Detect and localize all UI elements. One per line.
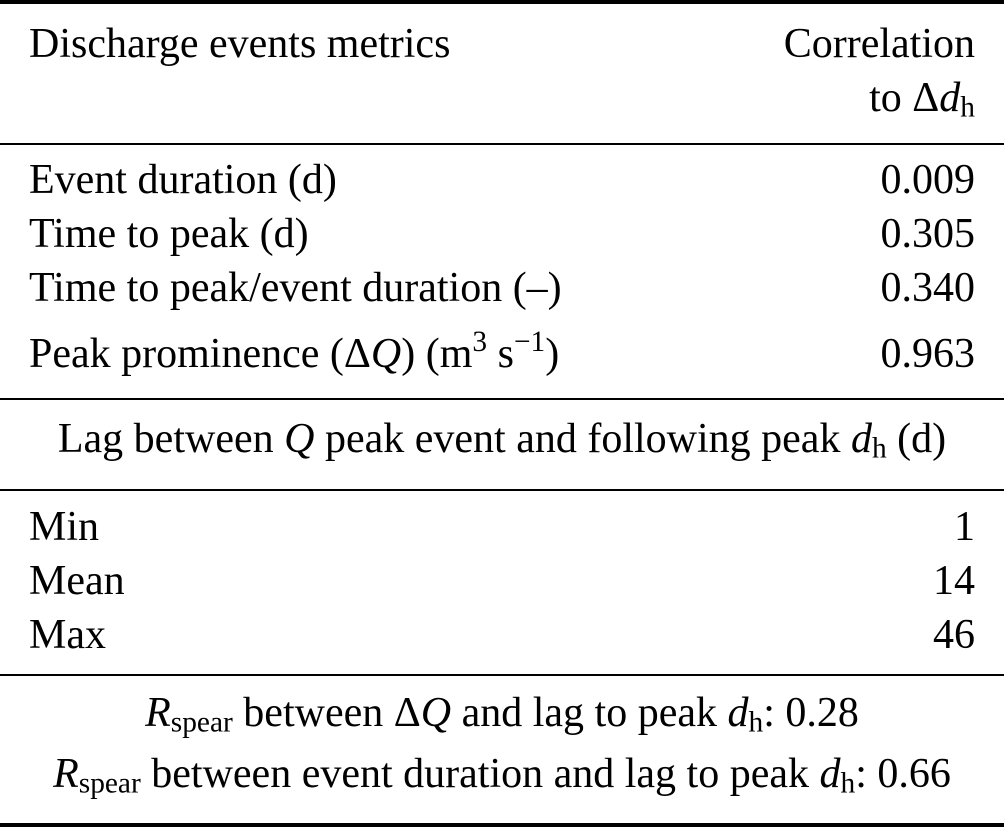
table-footer: Rspear between ΔQ and lag to peak dh: 0.… (0, 676, 1004, 824)
table-row: Max 46 (29, 608, 975, 662)
lag-label: Min (29, 503, 100, 550)
table-row: Peak prominence (ΔQ) (m3 s−1) 0.963 (29, 315, 975, 381)
table-row: Mean 14 (29, 554, 975, 608)
lag-label: Max (29, 611, 106, 658)
lag-value: 14 (933, 557, 975, 604)
lag-value: 1 (954, 503, 975, 550)
metric-label: Time to peak/event duration (–) (29, 265, 562, 312)
header-correlation-label: Correlation to Δdh (784, 17, 975, 134)
section-rule (0, 673, 1004, 676)
lag-label: Mean (29, 557, 125, 604)
section-rule (0, 488, 1004, 491)
bottom-rule (0, 823, 1004, 827)
table-header: Discharge events metrics Correlation to … (0, 4, 1004, 143)
footer-spearman-line: Rspear between ΔQ and lag to peak dh: 0.… (145, 689, 859, 738)
section-rule (0, 398, 1004, 401)
metric-label: Time to peak (d) (29, 211, 309, 258)
table-row: Event duration (d) 0.009 (29, 153, 975, 207)
metric-value: 0.305 (880, 211, 976, 258)
metric-value: 0.963 (880, 331, 976, 378)
footer-spearman-line: Rspear between event duration and lag to… (53, 751, 951, 800)
table-row: Time to peak/event duration (–) 0.340 (29, 261, 975, 315)
metric-value: 0.009 (880, 157, 976, 204)
lag-rows: Min 1 Mean 14 Max 46 (0, 491, 1004, 674)
table-row: Min 1 (29, 500, 975, 554)
header-correlation-line2: to Δdh (869, 75, 975, 124)
metric-label: Event duration (d) (29, 157, 337, 204)
header-rule (0, 143, 1004, 146)
header-metrics-label: Discharge events metrics (29, 21, 451, 67)
metric-value: 0.340 (880, 265, 976, 312)
header-correlation-line1: Correlation (783, 21, 975, 67)
metric-rows: Event duration (d) 0.009 Time to peak (d… (0, 145, 1004, 398)
lag-value: 46 (933, 611, 975, 658)
lag-section-title: Lag between Q peak event and following p… (57, 416, 947, 465)
metric-label: Peak prominence (ΔQ) (m3 s−1) (29, 326, 560, 378)
table-row: Time to peak (d) 0.305 (29, 207, 975, 261)
top-rule (0, 0, 1004, 4)
